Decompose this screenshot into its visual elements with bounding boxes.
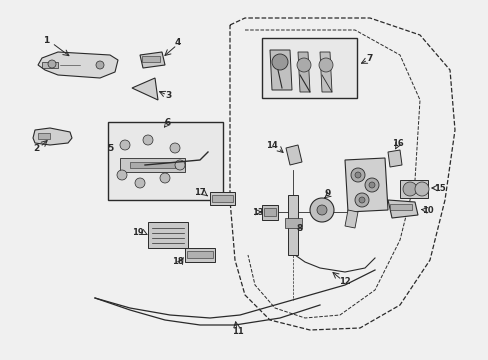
Circle shape <box>354 172 360 178</box>
Polygon shape <box>186 251 213 258</box>
Polygon shape <box>287 195 297 255</box>
Text: 11: 11 <box>232 328 244 337</box>
Text: 10: 10 <box>421 206 433 215</box>
Polygon shape <box>140 52 164 68</box>
Text: 2: 2 <box>33 144 39 153</box>
Text: 9: 9 <box>324 189 330 198</box>
Circle shape <box>350 168 364 182</box>
Bar <box>108 122 223 200</box>
Polygon shape <box>184 248 215 262</box>
Circle shape <box>170 143 180 153</box>
Polygon shape <box>38 133 50 139</box>
Polygon shape <box>33 128 72 145</box>
Polygon shape <box>120 158 184 172</box>
Polygon shape <box>387 150 401 167</box>
Text: 17: 17 <box>194 188 205 197</box>
Polygon shape <box>148 222 187 248</box>
Circle shape <box>414 182 428 196</box>
Circle shape <box>175 160 184 170</box>
Text: 8: 8 <box>296 224 303 233</box>
Circle shape <box>358 197 364 203</box>
Text: 13: 13 <box>252 207 263 216</box>
Circle shape <box>354 193 368 207</box>
Polygon shape <box>264 208 275 216</box>
Polygon shape <box>387 200 417 218</box>
Polygon shape <box>132 78 158 100</box>
Circle shape <box>309 198 333 222</box>
Text: 4: 4 <box>174 37 181 46</box>
Polygon shape <box>345 210 357 228</box>
Circle shape <box>160 173 170 183</box>
Text: 15: 15 <box>433 184 445 193</box>
Text: 7: 7 <box>366 54 372 63</box>
Text: 18: 18 <box>172 257 183 266</box>
Circle shape <box>135 178 145 188</box>
Polygon shape <box>38 52 118 78</box>
Circle shape <box>48 60 56 68</box>
Polygon shape <box>142 56 160 62</box>
Polygon shape <box>399 180 427 198</box>
Polygon shape <box>209 192 235 205</box>
Circle shape <box>364 178 378 192</box>
Circle shape <box>402 182 416 196</box>
Circle shape <box>120 140 130 150</box>
Polygon shape <box>345 158 387 212</box>
Text: 5: 5 <box>107 144 113 153</box>
Circle shape <box>316 205 326 215</box>
Bar <box>262 38 356 98</box>
Text: 3: 3 <box>164 90 171 99</box>
Circle shape <box>142 135 153 145</box>
Polygon shape <box>42 62 58 68</box>
Circle shape <box>117 170 127 180</box>
Polygon shape <box>262 205 278 220</box>
Text: 19: 19 <box>132 228 143 237</box>
Polygon shape <box>389 204 411 210</box>
Polygon shape <box>319 52 331 92</box>
Circle shape <box>368 182 374 188</box>
Polygon shape <box>130 162 175 168</box>
Text: 16: 16 <box>391 139 403 148</box>
Circle shape <box>296 58 310 72</box>
Circle shape <box>271 54 287 70</box>
Text: 6: 6 <box>164 117 171 126</box>
Circle shape <box>96 61 104 69</box>
Text: 14: 14 <box>265 140 277 149</box>
Circle shape <box>318 58 332 72</box>
Polygon shape <box>269 50 291 90</box>
Text: 1: 1 <box>43 36 49 45</box>
Polygon shape <box>285 145 302 165</box>
Text: 12: 12 <box>339 278 350 287</box>
Polygon shape <box>297 52 309 92</box>
Polygon shape <box>212 195 232 202</box>
Polygon shape <box>285 218 302 228</box>
